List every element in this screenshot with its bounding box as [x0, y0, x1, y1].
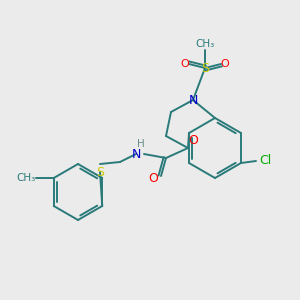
Text: Cl: Cl [259, 154, 271, 167]
Text: O: O [220, 59, 230, 69]
Text: O: O [181, 59, 189, 69]
Text: CH₃: CH₃ [195, 39, 214, 49]
Text: O: O [189, 134, 198, 147]
Text: N: N [131, 148, 141, 160]
Text: S: S [96, 166, 104, 178]
Text: N: N [188, 94, 198, 106]
Text: O: O [148, 172, 158, 184]
Text: S: S [201, 61, 209, 74]
Text: H: H [137, 139, 145, 149]
Text: CH₃: CH₃ [16, 173, 35, 183]
